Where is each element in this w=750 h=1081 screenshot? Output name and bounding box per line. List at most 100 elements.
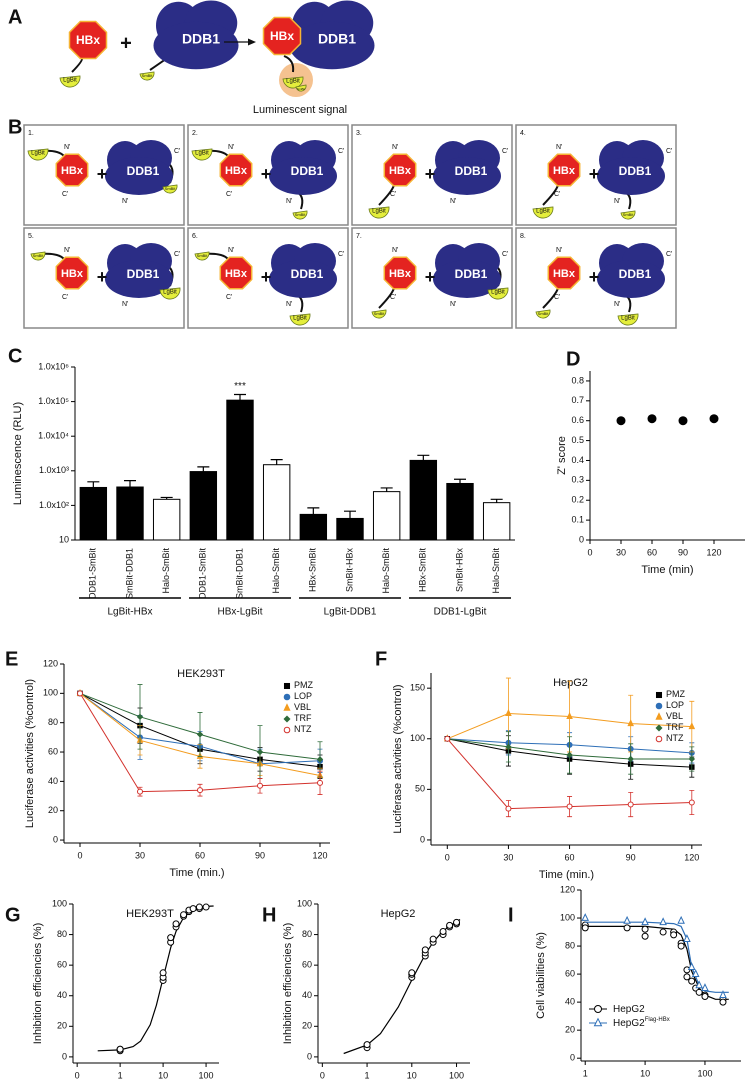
legend-marker — [283, 726, 291, 734]
legend-name: TRF — [294, 713, 312, 723]
legend-superscript: Flag-HBx — [645, 1017, 670, 1023]
tag-label: SmBit — [142, 73, 154, 78]
marker — [688, 977, 696, 985]
x-tick-label: 30 — [135, 850, 145, 860]
marker — [116, 1045, 124, 1053]
hbx-label: HBx — [76, 33, 100, 47]
plus: + — [97, 267, 108, 287]
error-bar — [380, 487, 393, 492]
y-tick-label: 100 — [43, 688, 58, 698]
marker — [695, 988, 703, 996]
x-tick-label: HBx-SmBit — [418, 548, 428, 593]
x-tick-label: 1 — [365, 1070, 370, 1080]
legend-marker — [283, 693, 291, 701]
group-label: HBx-LgBit — [217, 607, 262, 618]
terminus: N' — [228, 247, 234, 254]
tag-shape — [289, 313, 311, 326]
y-tick-label: 40 — [565, 997, 575, 1007]
x-tick-label: SmBit-DDB1 — [124, 548, 134, 599]
y-axis-label: Cell viabilities (%) — [535, 932, 547, 1019]
marker — [453, 918, 461, 926]
tag-shape — [159, 287, 181, 300]
error-bar — [454, 478, 466, 484]
error-bar — [307, 507, 320, 515]
y-tick-label: 0.1 — [571, 514, 584, 524]
marker — [701, 993, 709, 1001]
marker — [421, 946, 429, 954]
hbx-shape — [262, 16, 302, 56]
marker — [137, 788, 143, 795]
legend-marker — [283, 703, 291, 711]
x-tick-label: HBx-SmBit — [308, 548, 318, 593]
plus: + — [589, 164, 600, 184]
terminus: C' — [554, 294, 560, 301]
tag-shape — [162, 184, 178, 194]
marker — [439, 928, 447, 936]
y-tick-label: 60 — [302, 960, 312, 970]
tag-shape — [191, 148, 213, 161]
tag-shape — [282, 76, 304, 89]
terminus: N' — [614, 301, 620, 308]
bar — [372, 491, 401, 541]
x-tick-label: 60 — [195, 850, 205, 860]
marker — [77, 690, 83, 697]
y-tick-label: 1.0x10² — [39, 500, 69, 510]
terminus: C' — [174, 251, 180, 258]
x-tick-label: DDB1-SmBit — [198, 548, 208, 600]
marker — [641, 925, 649, 933]
legend-label: VBL — [294, 702, 311, 712]
ddb1-shape — [433, 157, 501, 195]
fit-curve — [585, 921, 729, 993]
marker — [701, 983, 709, 992]
x-tick-label: 1 — [118, 1070, 123, 1080]
fit-curve — [97, 905, 214, 1052]
legend-name: HepG2 — [613, 1018, 645, 1029]
error-bar — [490, 498, 503, 503]
plus: + — [97, 164, 108, 184]
hbx-label: HBx — [553, 268, 576, 280]
marker — [641, 917, 649, 926]
y-tick-label: 80 — [565, 940, 575, 950]
y-tick-label: 80 — [57, 929, 67, 939]
y-tick-label: 1.0x10³ — [39, 465, 69, 475]
marker — [688, 799, 695, 806]
legend-name: LOP — [666, 700, 684, 710]
x-tick-label: 10 — [158, 1070, 168, 1080]
ddb1-shape — [105, 260, 173, 298]
panel-label: F — [375, 648, 387, 670]
bar — [79, 486, 108, 541]
x-tick-label: 120 — [706, 547, 721, 557]
y-tick-label: 0.4 — [571, 455, 584, 465]
hbx-label: HBx — [270, 29, 294, 43]
y-tick-label: 0 — [307, 1051, 312, 1061]
y-tick-label: 1.0x10⁶ — [38, 361, 69, 371]
legend-name: VBL — [666, 711, 683, 721]
box-number: 5. — [28, 233, 34, 240]
hbx-label: HBx — [389, 268, 412, 280]
terminus: N' — [450, 301, 456, 308]
hbx-shape — [547, 153, 581, 187]
marker — [167, 934, 175, 942]
tag-shape — [292, 210, 308, 220]
tag-shape — [59, 75, 81, 88]
y-tick-label: 10 — [59, 534, 69, 544]
y-axis-label: Luciferase activities (%control) — [392, 684, 404, 833]
terminus: C' — [666, 148, 672, 155]
plus: + — [425, 164, 436, 184]
marker — [670, 931, 678, 939]
terminus: N' — [122, 301, 128, 308]
y-tick-label: 0.3 — [571, 475, 584, 485]
plus: + — [261, 267, 272, 287]
panel-label: G — [5, 904, 21, 926]
hbx-label: HBx — [225, 268, 248, 280]
ddb1-label: DDB1 — [291, 267, 324, 281]
y-tick-label: 0 — [579, 534, 584, 544]
marker — [159, 969, 167, 977]
y-tick-label: 0 — [53, 834, 58, 844]
y-tick-label: 20 — [565, 1025, 575, 1035]
terminus: N' — [64, 144, 70, 151]
legend-label: PMZ — [294, 680, 314, 690]
ddb1-label: DDB1 — [127, 267, 160, 281]
marker — [659, 928, 667, 936]
